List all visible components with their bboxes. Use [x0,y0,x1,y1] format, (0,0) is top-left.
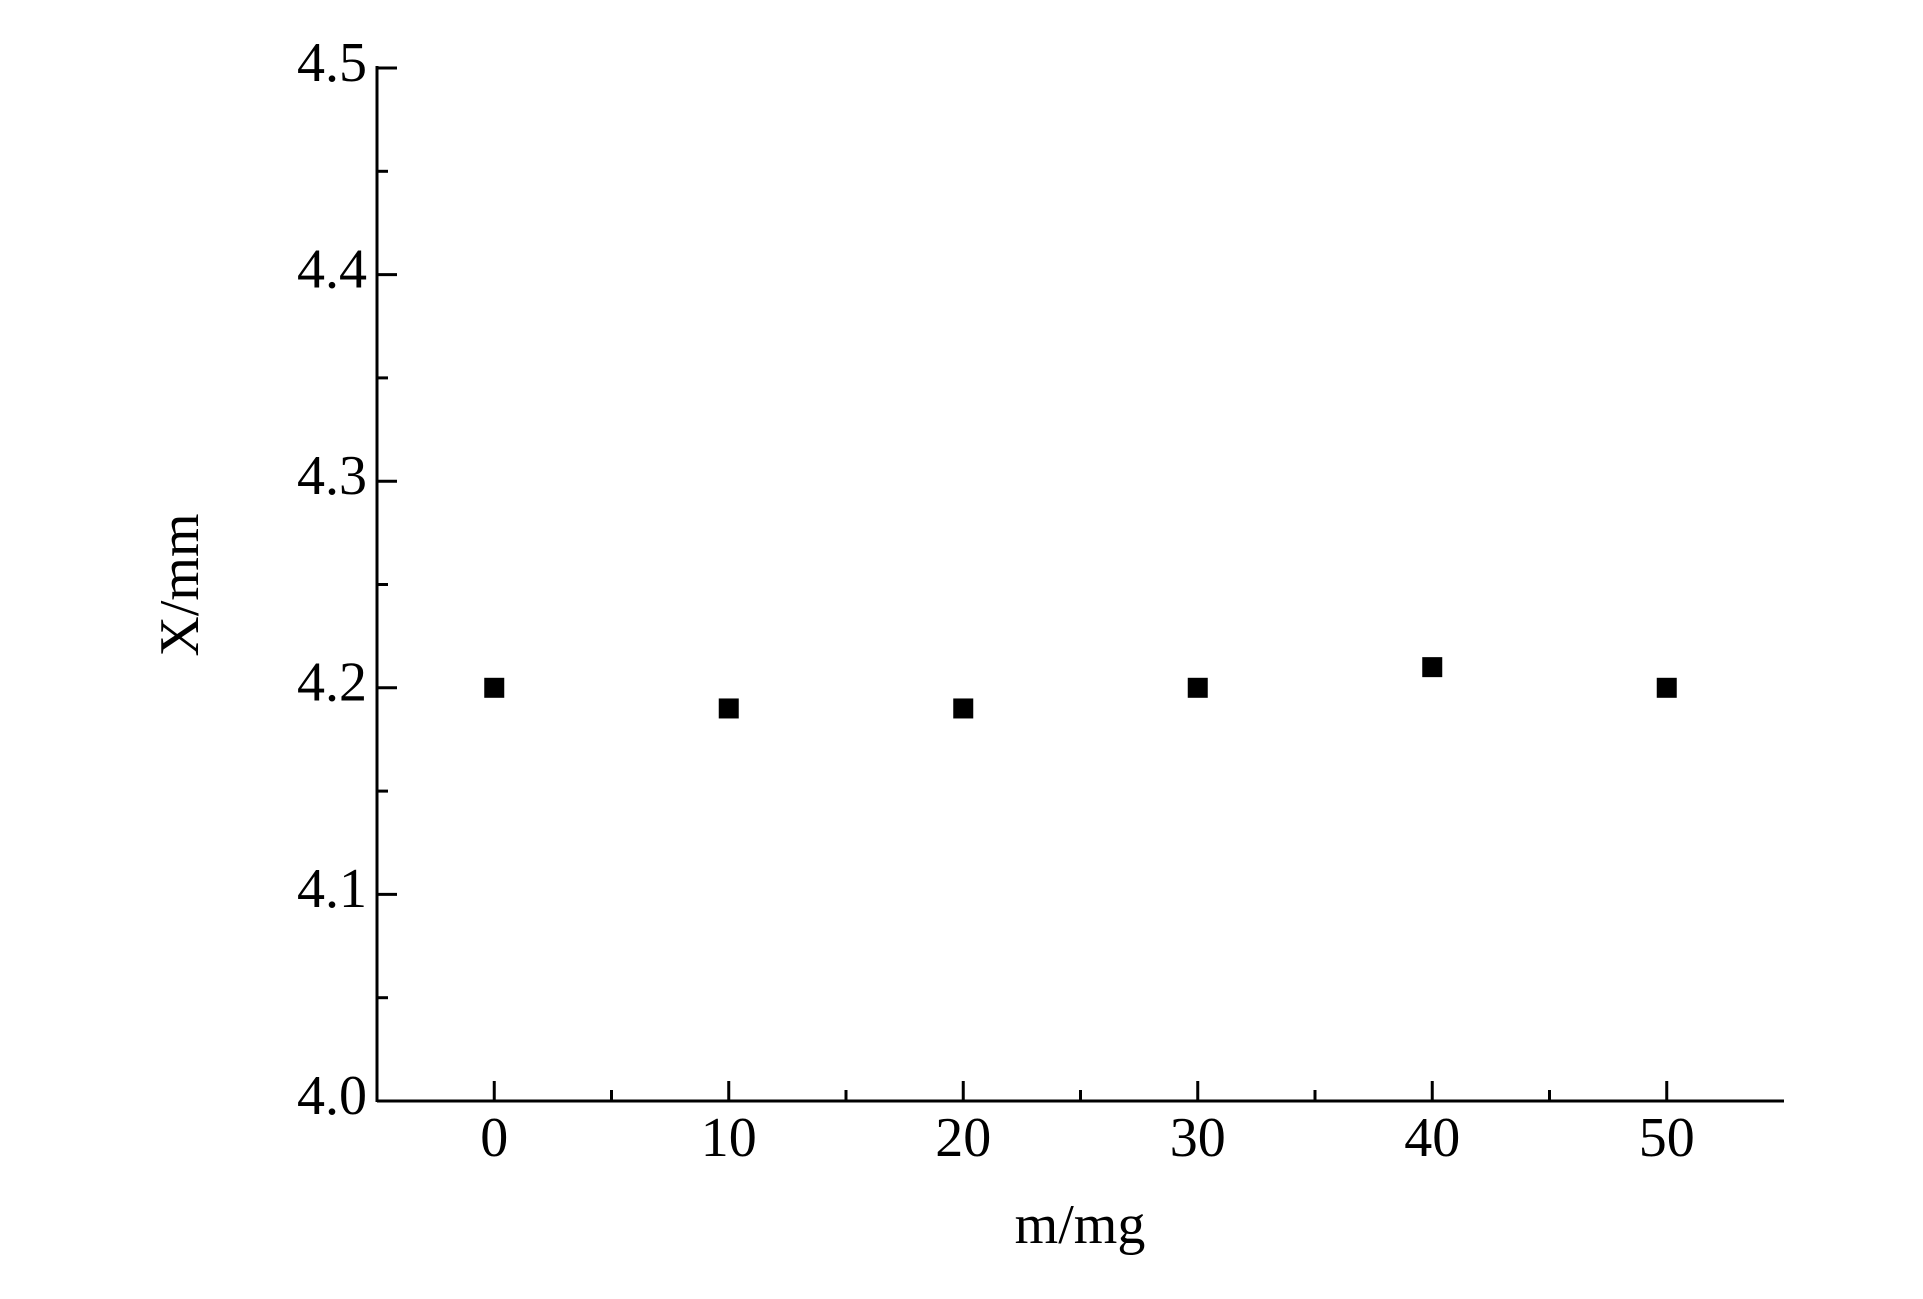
x-tick-label: 50 [1639,1107,1695,1169]
y-tick-label: 4.1 [297,858,367,920]
x-tick-label: 40 [1404,1107,1460,1169]
y-tick-label: 4.0 [297,1065,367,1127]
x-tick-label: 20 [935,1107,991,1169]
x-tick-label: 30 [1170,1107,1226,1169]
y-axis-label: X/mm [149,513,211,656]
marker [718,698,739,719]
x-tick-label: 0 [480,1107,508,1169]
x-tick-label: 10 [701,1107,757,1169]
marker [953,698,974,719]
y-tick-label: 4.2 [297,652,367,714]
y-tick-label: 4.5 [297,32,367,94]
marker [1422,657,1443,678]
marker [1187,677,1208,698]
y-tick-label: 4.4 [297,238,367,300]
marker [484,677,505,698]
y-tick-label: 4.3 [297,445,367,507]
x-axis-label: m/mg [1015,1194,1146,1256]
marker [1656,677,1677,698]
